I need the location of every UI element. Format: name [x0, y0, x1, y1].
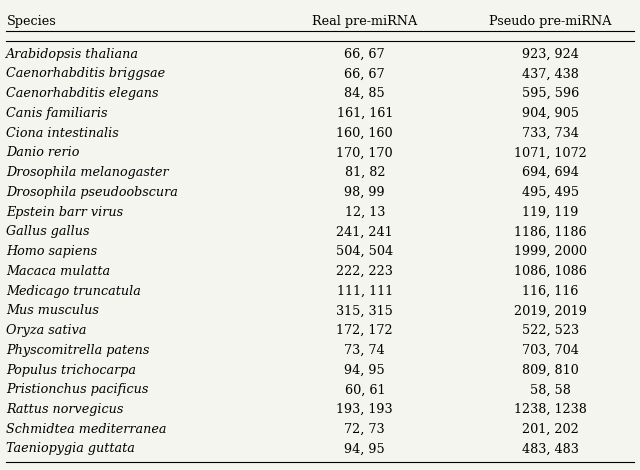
Text: 809, 810: 809, 810 — [522, 363, 579, 376]
Text: 98, 99: 98, 99 — [344, 186, 385, 199]
Text: 522, 523: 522, 523 — [522, 324, 579, 337]
Text: 904, 905: 904, 905 — [522, 107, 579, 120]
Text: 58, 58: 58, 58 — [530, 383, 571, 396]
Text: Schmidtea mediterranea: Schmidtea mediterranea — [6, 423, 167, 436]
Text: Species: Species — [6, 15, 56, 28]
Text: 170, 170: 170, 170 — [337, 146, 393, 159]
Text: 437, 438: 437, 438 — [522, 67, 579, 80]
Text: 495, 495: 495, 495 — [522, 186, 579, 199]
Text: 923, 924: 923, 924 — [522, 47, 579, 61]
Text: 694, 694: 694, 694 — [522, 166, 579, 179]
Text: 12, 13: 12, 13 — [344, 205, 385, 219]
Text: 193, 193: 193, 193 — [337, 403, 393, 416]
Text: 1071, 1072: 1071, 1072 — [514, 146, 587, 159]
Text: Oryza sativa: Oryza sativa — [6, 324, 87, 337]
Text: Ciona intestinalis: Ciona intestinalis — [6, 126, 119, 140]
Text: Physcomitrella patens: Physcomitrella patens — [6, 344, 150, 357]
Text: 119, 119: 119, 119 — [522, 205, 579, 219]
Text: Real pre-miRNA: Real pre-miRNA — [312, 15, 417, 28]
Text: 73, 74: 73, 74 — [344, 344, 385, 357]
Text: 66, 67: 66, 67 — [344, 47, 385, 61]
Text: Canis familiaris: Canis familiaris — [6, 107, 108, 120]
Text: 84, 85: 84, 85 — [344, 87, 385, 100]
Text: 1186, 1186: 1186, 1186 — [514, 225, 587, 238]
Text: 116, 116: 116, 116 — [522, 284, 579, 298]
Text: 160, 160: 160, 160 — [337, 126, 393, 140]
Text: 94, 95: 94, 95 — [344, 363, 385, 376]
Text: Drosophila pseudoobscura: Drosophila pseudoobscura — [6, 186, 179, 199]
Text: Homo sapiens: Homo sapiens — [6, 245, 97, 258]
Text: 161, 161: 161, 161 — [337, 107, 393, 120]
Text: 1238, 1238: 1238, 1238 — [514, 403, 587, 416]
Text: Rattus norvegicus: Rattus norvegicus — [6, 403, 124, 416]
Text: 315, 315: 315, 315 — [337, 304, 393, 317]
Text: 172, 172: 172, 172 — [337, 324, 393, 337]
Text: Taeniopygia guttata: Taeniopygia guttata — [6, 442, 135, 455]
Text: 201, 202: 201, 202 — [522, 423, 579, 436]
Text: Gallus gallus: Gallus gallus — [6, 225, 90, 238]
Text: 72, 73: 72, 73 — [344, 423, 385, 436]
Text: 733, 734: 733, 734 — [522, 126, 579, 140]
Text: 483, 483: 483, 483 — [522, 442, 579, 455]
Text: Pseudo pre-miRNA: Pseudo pre-miRNA — [489, 15, 612, 28]
Text: 222, 223: 222, 223 — [337, 265, 393, 278]
Text: 60, 61: 60, 61 — [344, 383, 385, 396]
Text: Caenorhabditis elegans: Caenorhabditis elegans — [6, 87, 159, 100]
Text: Pristionchus pacificus: Pristionchus pacificus — [6, 383, 148, 396]
Text: 1999, 2000: 1999, 2000 — [514, 245, 587, 258]
Text: 66, 67: 66, 67 — [344, 67, 385, 80]
Text: 1086, 1086: 1086, 1086 — [514, 265, 587, 278]
Text: 94, 95: 94, 95 — [344, 442, 385, 455]
Text: 595, 596: 595, 596 — [522, 87, 579, 100]
Text: 2019, 2019: 2019, 2019 — [514, 304, 587, 317]
Text: Macaca mulatta: Macaca mulatta — [6, 265, 111, 278]
Text: Mus musculus: Mus musculus — [6, 304, 99, 317]
Text: Drosophila melanogaster: Drosophila melanogaster — [6, 166, 169, 179]
Text: 241, 241: 241, 241 — [337, 225, 393, 238]
Text: 81, 82: 81, 82 — [344, 166, 385, 179]
Text: Populus trichocarpa: Populus trichocarpa — [6, 363, 136, 376]
Text: 504, 504: 504, 504 — [336, 245, 394, 258]
Text: Arabidopsis thaliana: Arabidopsis thaliana — [6, 47, 140, 61]
Text: 111, 111: 111, 111 — [337, 284, 393, 298]
Text: 703, 704: 703, 704 — [522, 344, 579, 357]
Text: Epstein barr virus: Epstein barr virus — [6, 205, 124, 219]
Text: Danio rerio: Danio rerio — [6, 146, 80, 159]
Text: Medicago truncatula: Medicago truncatula — [6, 284, 141, 298]
Text: Caenorhabditis briggsae: Caenorhabditis briggsae — [6, 67, 166, 80]
